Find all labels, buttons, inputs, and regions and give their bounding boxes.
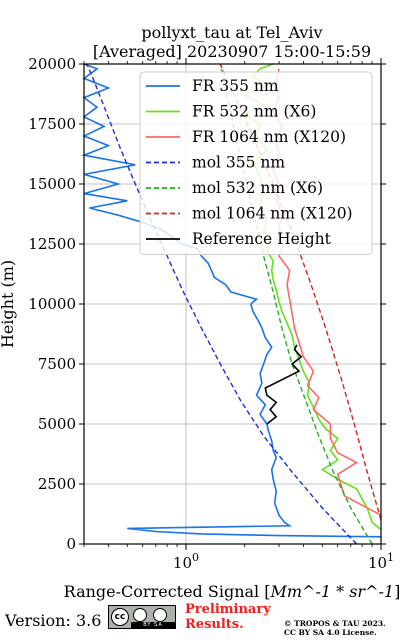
copyright-notice: © TROPOS & TAU 2023. CC BY SA 4.0 Licens…: [284, 619, 386, 637]
cc-strip-text: BY SA: [131, 622, 175, 628]
by-person-icon: [133, 608, 147, 622]
cc-icon: cc: [111, 608, 129, 626]
x-tick-label: 101: [368, 551, 394, 572]
legend-box: [139, 71, 373, 255]
y-tick-label: 2500: [38, 475, 76, 493]
y-tick-label: 15000: [28, 175, 76, 193]
chart-title-line1: pollyxt_tau at Tel_Aviv: [141, 23, 322, 42]
chart-title-line2: [Averaged] 20230907 15:00-15:59: [93, 42, 371, 61]
y-tick-label: 20000: [28, 55, 76, 73]
preliminary-line2: Results.: [185, 617, 244, 632]
x-tick-label: 100: [173, 551, 199, 572]
y-tick-label: 0: [66, 535, 76, 553]
x-axis-label-main: Range-Corrected Signal [: [64, 582, 271, 601]
preliminary-notice: Preliminary Results.: [185, 602, 271, 632]
copyright-line1: © TROPOS & TAU 2023.: [284, 619, 386, 628]
legend-label: Reference Height: [192, 230, 332, 248]
y-tick-label: 12500: [28, 235, 76, 253]
preliminary-line1: Preliminary: [185, 602, 271, 617]
y-axis-label: Height (m): [0, 260, 17, 348]
y-tick-label: 7500: [38, 355, 76, 373]
share-alike-icon: [153, 608, 167, 622]
y-tick-label: 10000: [28, 295, 76, 313]
cc-by-sa-badge: cc BY SA: [108, 605, 176, 629]
legend-label: FR 532 nm (X6): [192, 103, 316, 121]
legend-label: mol 532 nm (X6): [192, 179, 323, 197]
x-axis-label-unit: Mm^-1 * sr^-1: [269, 582, 394, 601]
x-axis-label: Range-Corrected Signal [Mm^-1 * sr^-1]: [64, 582, 400, 601]
y-tick-label: 5000: [38, 415, 76, 433]
series-line-mol-355-nm: [86, 63, 358, 545]
legend-label: mol 1064 nm (X120): [192, 205, 353, 223]
legend-label: FR 355 nm: [192, 77, 279, 95]
ticks: 0 2500 5000 7500 10000 12500 15000 17500 20000 10…: [28, 55, 394, 572]
copyright-line2: CC BY SA 4.0 License.: [284, 628, 377, 637]
legend: FR 355 nm FR 532 nm (X6) FR 1064 nm (X120)…: [139, 71, 373, 255]
series-line-fr-355-nm: [81, 63, 382, 538]
y-tick-label: 17500: [28, 115, 76, 133]
version-label: Version: 3.6: [5, 611, 102, 630]
series-line-mol-1064-nm-x120-: [219, 63, 382, 521]
legend-label: mol 355 nm: [192, 154, 285, 172]
series-line-reference-height: [264, 344, 303, 425]
legend-label: FR 1064 nm (X120): [192, 128, 346, 146]
